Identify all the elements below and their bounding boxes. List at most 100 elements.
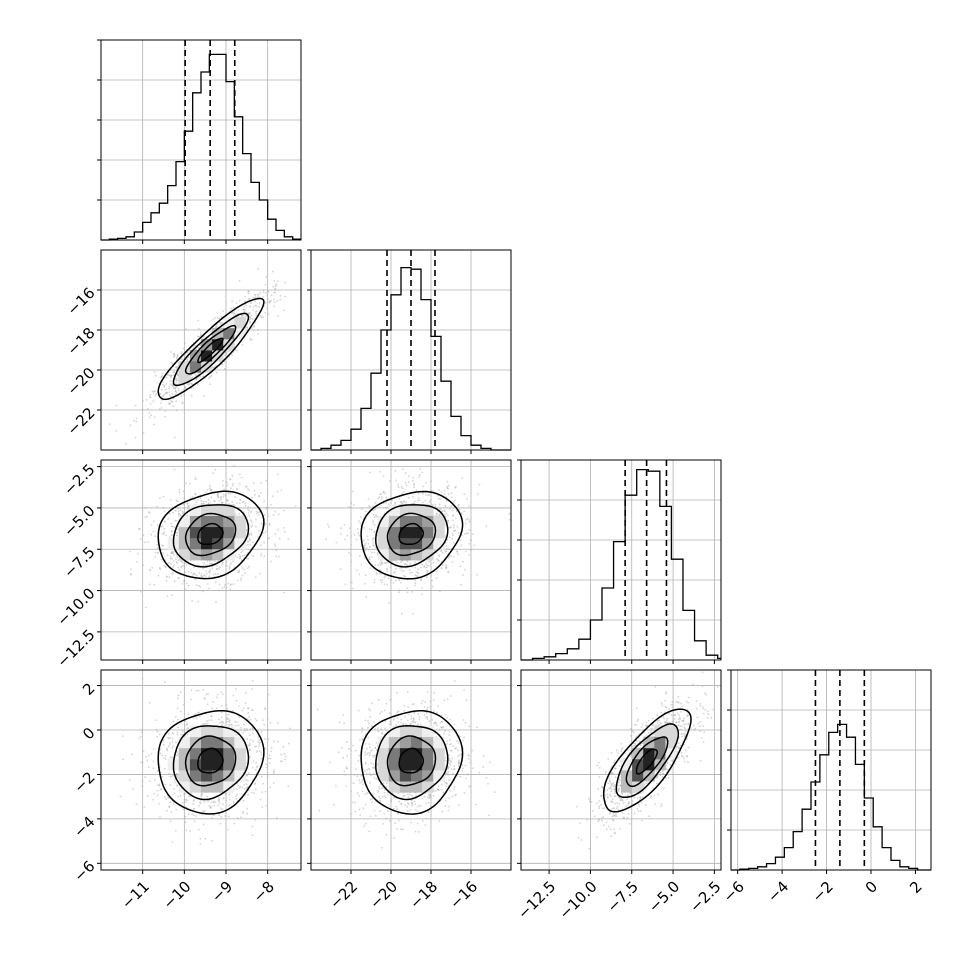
scatter-point xyxy=(152,799,154,801)
scatter-point xyxy=(442,552,444,554)
scatter-point xyxy=(217,573,219,575)
scatter-point xyxy=(161,788,163,790)
scatter-point xyxy=(441,567,443,569)
scatter-point xyxy=(147,408,149,410)
scatter-point xyxy=(178,796,180,798)
scatter-point xyxy=(253,792,255,794)
scatter-point xyxy=(173,356,175,358)
scatter-point xyxy=(164,796,166,798)
scatter-point xyxy=(402,829,404,831)
scatter-point xyxy=(249,317,251,319)
scatter-point xyxy=(170,351,172,353)
scatter-point xyxy=(240,552,242,554)
scatter-point xyxy=(215,601,217,603)
scatter-point xyxy=(140,729,142,731)
scatter-point xyxy=(372,520,374,522)
scatter-point xyxy=(249,544,251,546)
scatter-point xyxy=(185,387,187,389)
scatter-point xyxy=(170,556,172,558)
scatter-point xyxy=(246,728,248,730)
scatter-point xyxy=(116,405,118,407)
scatter-point xyxy=(203,697,205,699)
scatter-point xyxy=(229,799,231,801)
scatter-point xyxy=(421,587,423,589)
scatter-point xyxy=(406,587,408,589)
scatter-point xyxy=(168,391,170,393)
scatter-point xyxy=(153,392,155,394)
scatter-point xyxy=(430,480,432,482)
scatter-point xyxy=(157,784,159,786)
scatter-point xyxy=(195,713,197,715)
scatter-point xyxy=(253,760,255,762)
scatter-point xyxy=(179,489,181,491)
scatter-point xyxy=(268,738,270,740)
scatter-point xyxy=(145,756,147,758)
scatter-point xyxy=(229,566,231,568)
scatter-point xyxy=(448,779,450,781)
scatter-point xyxy=(173,405,175,407)
scatter-point xyxy=(364,751,366,753)
scatter-point xyxy=(197,601,199,603)
scatter-point xyxy=(219,823,221,825)
scatter-point xyxy=(370,716,372,718)
scatter-point xyxy=(143,750,145,752)
scatter-point xyxy=(265,302,267,304)
scatter-point xyxy=(173,560,175,562)
scatter-point xyxy=(446,548,448,550)
scatter-point xyxy=(213,805,215,807)
scatter-point xyxy=(220,499,222,501)
scatter-point xyxy=(211,375,213,377)
scatter-point xyxy=(354,534,356,536)
scatter-point xyxy=(170,563,172,565)
scatter-point xyxy=(261,553,263,555)
scatter-point xyxy=(340,527,342,529)
scatter-point xyxy=(221,717,223,719)
scatter-point xyxy=(227,714,229,716)
scatter-point xyxy=(156,506,158,508)
scatter-point xyxy=(188,357,190,359)
scatter-point xyxy=(451,497,453,499)
scatter-point xyxy=(447,571,449,573)
scatter-point xyxy=(371,556,373,558)
scatter-point xyxy=(169,394,171,396)
scatter-point xyxy=(360,516,362,518)
scatter-point xyxy=(191,689,193,691)
scatter-point xyxy=(258,739,260,741)
scatter-point xyxy=(369,528,371,530)
scatter-point xyxy=(115,430,117,432)
scatter-point xyxy=(255,576,257,578)
scatter-point xyxy=(395,470,397,472)
scatter-point xyxy=(132,788,134,790)
scatter-point xyxy=(180,566,182,568)
scatter-point xyxy=(444,490,446,492)
scatter-point xyxy=(196,718,198,720)
scatter-point xyxy=(184,562,186,564)
scatter-point xyxy=(220,722,222,724)
scatter-point xyxy=(271,747,273,749)
scatter-point xyxy=(218,318,220,320)
scatter-point xyxy=(225,494,227,496)
scatter-point xyxy=(177,751,179,753)
scatter-point xyxy=(403,575,405,577)
scatter-point xyxy=(178,388,180,390)
scatter-point xyxy=(201,573,203,575)
scatter-point xyxy=(180,509,182,511)
scatter-point xyxy=(383,475,385,477)
scatter-point xyxy=(186,583,188,585)
scatter-point xyxy=(188,796,190,798)
scatter-point xyxy=(140,591,142,593)
scatter-point xyxy=(386,834,388,836)
scatter-point xyxy=(449,508,451,510)
scatter-point xyxy=(171,384,173,386)
scatter-point xyxy=(449,536,451,538)
scatter-point xyxy=(125,443,127,445)
scatter-point xyxy=(175,716,177,718)
scatter-point xyxy=(135,421,137,423)
scatter-point xyxy=(274,280,276,282)
scatter-point xyxy=(365,550,367,552)
scatter-point xyxy=(171,526,173,528)
scatter-point xyxy=(362,783,364,785)
scatter-point xyxy=(218,589,220,591)
scatter-point xyxy=(212,568,214,570)
scatter-point xyxy=(171,530,173,532)
